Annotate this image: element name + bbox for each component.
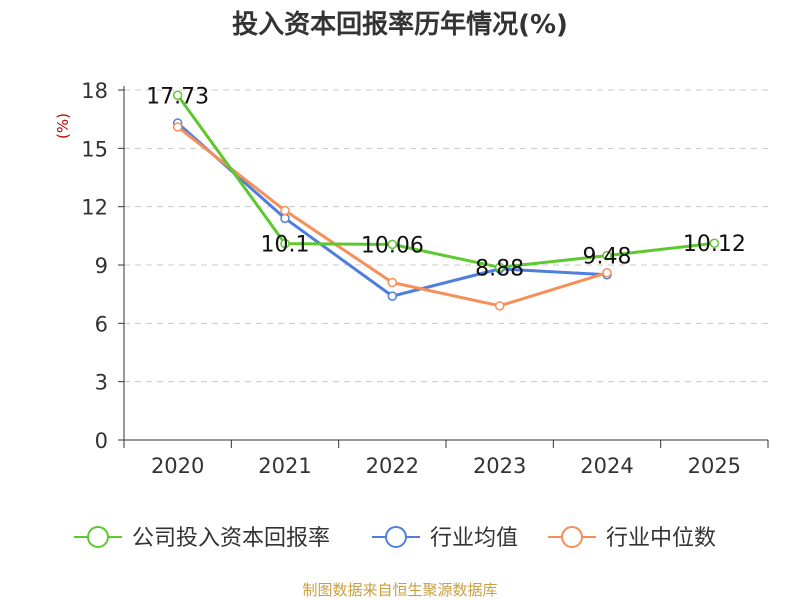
x-tick-label: 2021	[258, 454, 311, 478]
y-tick-label: 0	[95, 429, 108, 453]
y-tick-label: 15	[81, 137, 108, 161]
y-tick-label: 3	[95, 371, 108, 395]
data-label: 8.88	[475, 256, 524, 281]
data-point	[280, 238, 290, 249]
legend-label: 公司投入资本回报率	[132, 526, 330, 551]
legend-marker	[87, 526, 109, 548]
x-tick-label: 2023	[473, 454, 526, 478]
legend-label: 行业中位数	[606, 526, 716, 551]
data-point	[280, 205, 290, 216]
y-tick-label: 6	[95, 312, 108, 336]
legend-label: 行业均值	[430, 526, 518, 551]
data-point	[172, 90, 183, 100]
legend-marker	[561, 526, 583, 548]
y-tick-label: 9	[95, 254, 108, 278]
series-line	[176, 121, 608, 298]
data-point	[387, 277, 398, 288]
data-label: 10.06	[361, 233, 424, 258]
data-point	[494, 262, 505, 273]
x-tick-label: 2022	[366, 454, 419, 478]
chart-title: 投入资本回报率历年情况(%)	[232, 10, 568, 40]
x-tick-label: 2024	[580, 454, 633, 478]
y-tick-label: 12	[81, 196, 108, 220]
data-point	[602, 268, 612, 278]
data-label: 17.73	[146, 84, 209, 109]
y-axis-label: (%)	[54, 113, 72, 139]
data-label: 9.48	[583, 245, 632, 270]
data-label: 10.12	[683, 232, 746, 257]
data-point	[709, 238, 720, 248]
data-point	[172, 122, 183, 132]
y-tick-label: 18	[81, 79, 108, 103]
source-note: 制图数据来自恒生聚源数据库	[302, 581, 498, 599]
series-line	[176, 94, 715, 269]
legend-marker	[385, 526, 407, 548]
x-tick-label: 2025	[688, 454, 741, 478]
data-label: 10.1	[261, 233, 310, 258]
data-point	[494, 301, 505, 311]
data-point	[387, 239, 398, 250]
data-point	[387, 291, 398, 301]
data-point	[280, 213, 290, 224]
x-tick-label: 2020	[151, 454, 204, 478]
data-point	[602, 250, 612, 261]
